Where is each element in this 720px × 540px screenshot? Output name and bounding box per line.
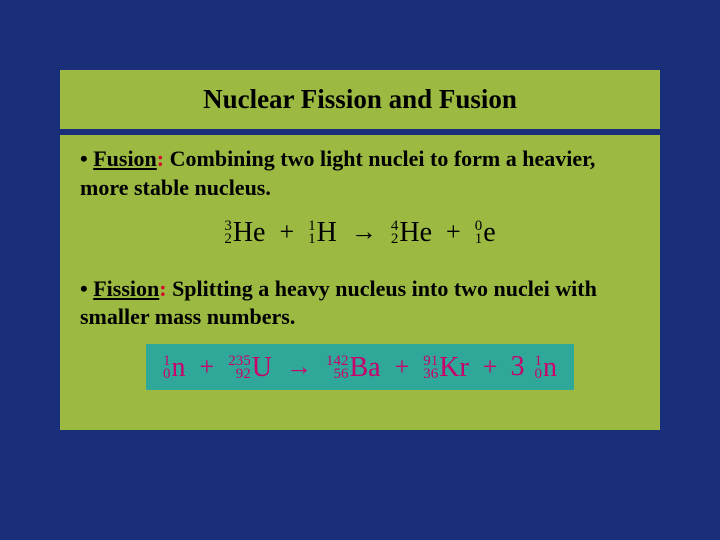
slide-title: Nuclear Fission and Fusion — [203, 84, 517, 114]
arrow-icon: → — [351, 217, 377, 247]
fission-term-5: 10n — [534, 351, 557, 385]
fusion-term-2: 11H — [308, 215, 337, 249]
fission-term: Fission — [93, 276, 159, 301]
fusion-term-1: 32He — [224, 215, 265, 249]
fusion-equation: 32He + 11H → 42He + 01e — [80, 214, 640, 248]
fission-bullet: • Fission: Splitting a heavy nucleus int… — [80, 275, 640, 332]
fission-colon: : — [159, 276, 166, 301]
fission-term-2: 23592U — [228, 351, 272, 385]
plus-icon: + — [446, 217, 461, 247]
bullet-icon: • — [80, 146, 88, 171]
body-panel: • Fusion: Combining two light nuclei to … — [60, 135, 660, 430]
fusion-term-3: 42He — [391, 215, 432, 249]
plus-icon: + — [200, 352, 215, 382]
arrow-icon: → — [286, 352, 312, 382]
slide: Nuclear Fission and Fusion • Fusion: Com… — [0, 0, 720, 540]
fission-equation: 10n + 23592U → 14256Ba + 9136Kr + 3 — [80, 344, 640, 390]
fission-term-4: 9136Kr — [423, 351, 469, 385]
fusion-bullet: • Fusion: Combining two light nuclei to … — [80, 145, 640, 202]
fission-term-1: 10n — [163, 351, 186, 385]
bullet-icon: • — [80, 276, 88, 301]
fusion-term: Fusion — [93, 146, 157, 171]
title-bar: Nuclear Fission and Fusion — [60, 70, 660, 129]
fission-coeff: 3 — [510, 351, 524, 383]
plus-icon: + — [395, 352, 410, 382]
plus-icon: + — [279, 217, 294, 247]
fusion-term-4: 01e — [475, 215, 496, 249]
fission-term-3: 14256Ba — [326, 351, 381, 385]
plus-icon: + — [483, 352, 498, 382]
